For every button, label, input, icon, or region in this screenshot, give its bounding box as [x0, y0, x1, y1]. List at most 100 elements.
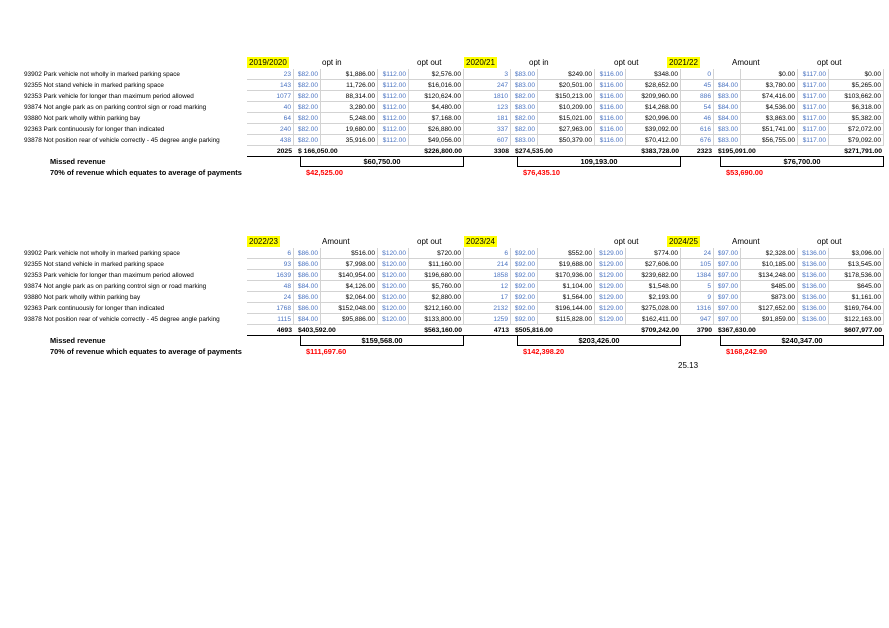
count-cell: 24 — [667, 248, 714, 259]
total-opt-out: $226,800.00 — [424, 148, 462, 155]
count-cell: 0 — [667, 69, 714, 80]
offence-label: 92353 Park vehicle for longer than maxim… — [24, 272, 194, 279]
amount-cell: $170,936.00 — [538, 270, 595, 281]
count-cell: 214 — [464, 259, 511, 270]
amount-cell: $134,248.00 — [741, 270, 798, 281]
count-cell: 17 — [464, 292, 511, 303]
row-divider — [247, 101, 464, 102]
row-divider — [464, 90, 681, 91]
count-cell: 46 — [667, 113, 714, 124]
amount-cell: $552.00 — [538, 248, 595, 259]
amount-cell: $27,963.00 — [538, 124, 595, 135]
row-divider — [464, 313, 681, 314]
amount-cell: $1,104.00 — [538, 281, 595, 292]
offence-label: 92363 Park continuously for longer than … — [24, 305, 165, 312]
rate-cell: $82.00 — [294, 80, 321, 91]
rate-cell: $83.00 — [511, 102, 538, 113]
amount-cell: $10,185.00 — [741, 259, 798, 270]
rate-cell: $86.00 — [294, 248, 321, 259]
opt-out-cell: $162,411.00 — [626, 314, 681, 325]
count-cell: 40 — [247, 102, 294, 113]
amount-cell: $150,213.00 — [538, 91, 595, 102]
rate-cell: $117.00 — [798, 69, 829, 80]
rate-cell: $92.00 — [511, 270, 538, 281]
rate-cell: $129.00 — [595, 281, 626, 292]
missed-revenue-value: $76,700.00 — [783, 157, 821, 166]
amount-cell: $1,564.00 — [538, 292, 595, 303]
count-cell: 6 — [464, 248, 511, 259]
rate-cell: $116.00 — [595, 113, 626, 124]
year-label: 2024/25 — [667, 236, 700, 247]
rate-cell: $86.00 — [294, 270, 321, 281]
rate-cell: $82.00 — [294, 69, 321, 80]
total-opt-out: $271,791.00 — [844, 148, 882, 155]
rate-cell: $136.00 — [798, 259, 829, 270]
rate-cell: $136.00 — [798, 281, 829, 292]
row-divider — [464, 79, 681, 80]
opt-out-cell: $13,545.00 — [829, 259, 884, 270]
seventy-percent-label: 70% of revenue which equates to average … — [50, 347, 242, 356]
count-cell: 105 — [667, 259, 714, 270]
opt-out-cell: $72,072.00 — [829, 124, 884, 135]
amount-cell: $196,144.00 — [538, 303, 595, 314]
rate-cell: $84.00 — [714, 102, 741, 113]
opt-out-cell: $79,092.00 — [829, 135, 884, 146]
amount-cell: $20,501.00 — [538, 80, 595, 91]
amount-cell: $15,021.00 — [538, 113, 595, 124]
opt-out-cell: $2,576.00 — [409, 69, 464, 80]
amount-cell: $485.00 — [741, 281, 798, 292]
rate-cell: $129.00 — [595, 303, 626, 314]
total-count: 4713 — [493, 327, 509, 334]
row-divider — [667, 302, 884, 303]
rate-cell: $129.00 — [595, 270, 626, 281]
amount-cell: 19,680.00 — [321, 124, 378, 135]
total-opt-out: $709,242.00 — [641, 327, 679, 334]
total-opt-out: $607,977.00 — [844, 327, 882, 334]
rate-cell: $117.00 — [798, 102, 829, 113]
rate-cell: $83.00 — [511, 80, 538, 91]
year-label: 2023/24 — [464, 236, 497, 247]
year-label: 2021/22 — [667, 57, 700, 68]
rate-cell: $117.00 — [798, 124, 829, 135]
seventy-percent-value: $168,242.90 — [726, 347, 768, 356]
offence-label: 92355 Not stand vehicle in marked parkin… — [24, 82, 164, 89]
missed-revenue-box — [720, 335, 884, 346]
amount-cell: $19,688.00 — [538, 259, 595, 270]
rate-cell: $117.00 — [798, 135, 829, 146]
amount-cell: $0.00 — [741, 69, 798, 80]
amount-cell: $95,886.00 — [321, 314, 378, 325]
missed-revenue-value: $203,426.00 — [578, 336, 620, 345]
rate-cell: $120.00 — [378, 314, 409, 325]
offence-label: 93874 Not angle park as on parking contr… — [24, 104, 207, 111]
row-divider — [247, 145, 464, 146]
opt-out-cell: $774.00 — [626, 248, 681, 259]
opt-out-cell: $645.00 — [829, 281, 884, 292]
row-divider — [247, 123, 464, 124]
total-opt-in: $505,816.00 — [515, 327, 553, 334]
offence-label: 92355 Not stand vehicle in marked parkin… — [24, 261, 164, 268]
row-divider — [464, 101, 681, 102]
seventy-percent-label: 70% of revenue which equates to average … — [50, 168, 242, 177]
rate-cell: $82.00 — [511, 113, 538, 124]
row-divider — [247, 112, 464, 113]
opt-out-cell: $14,268.00 — [626, 102, 681, 113]
amount-cell: $4,536.00 — [741, 102, 798, 113]
rate-cell: $92.00 — [511, 259, 538, 270]
column-header: opt out — [817, 58, 842, 67]
count-cell: 5 — [667, 281, 714, 292]
rate-cell: $82.00 — [294, 113, 321, 124]
count-cell: 9 — [667, 292, 714, 303]
row-divider — [247, 324, 464, 325]
rate-cell: $84.00 — [294, 281, 321, 292]
opt-out-cell: $103,662.00 — [829, 91, 884, 102]
rate-cell: $112.00 — [378, 124, 409, 135]
column-header: opt out — [417, 237, 442, 246]
opt-out-cell: $5,265.00 — [829, 80, 884, 91]
count-cell: 3 — [464, 69, 511, 80]
rate-cell: $112.00 — [378, 91, 409, 102]
count-cell: 1316 — [667, 303, 714, 314]
count-cell: 143 — [247, 80, 294, 91]
offence-label: 93880 Not park wholly within parking bay — [24, 115, 141, 122]
row-divider — [464, 134, 681, 135]
count-cell: 23 — [247, 69, 294, 80]
